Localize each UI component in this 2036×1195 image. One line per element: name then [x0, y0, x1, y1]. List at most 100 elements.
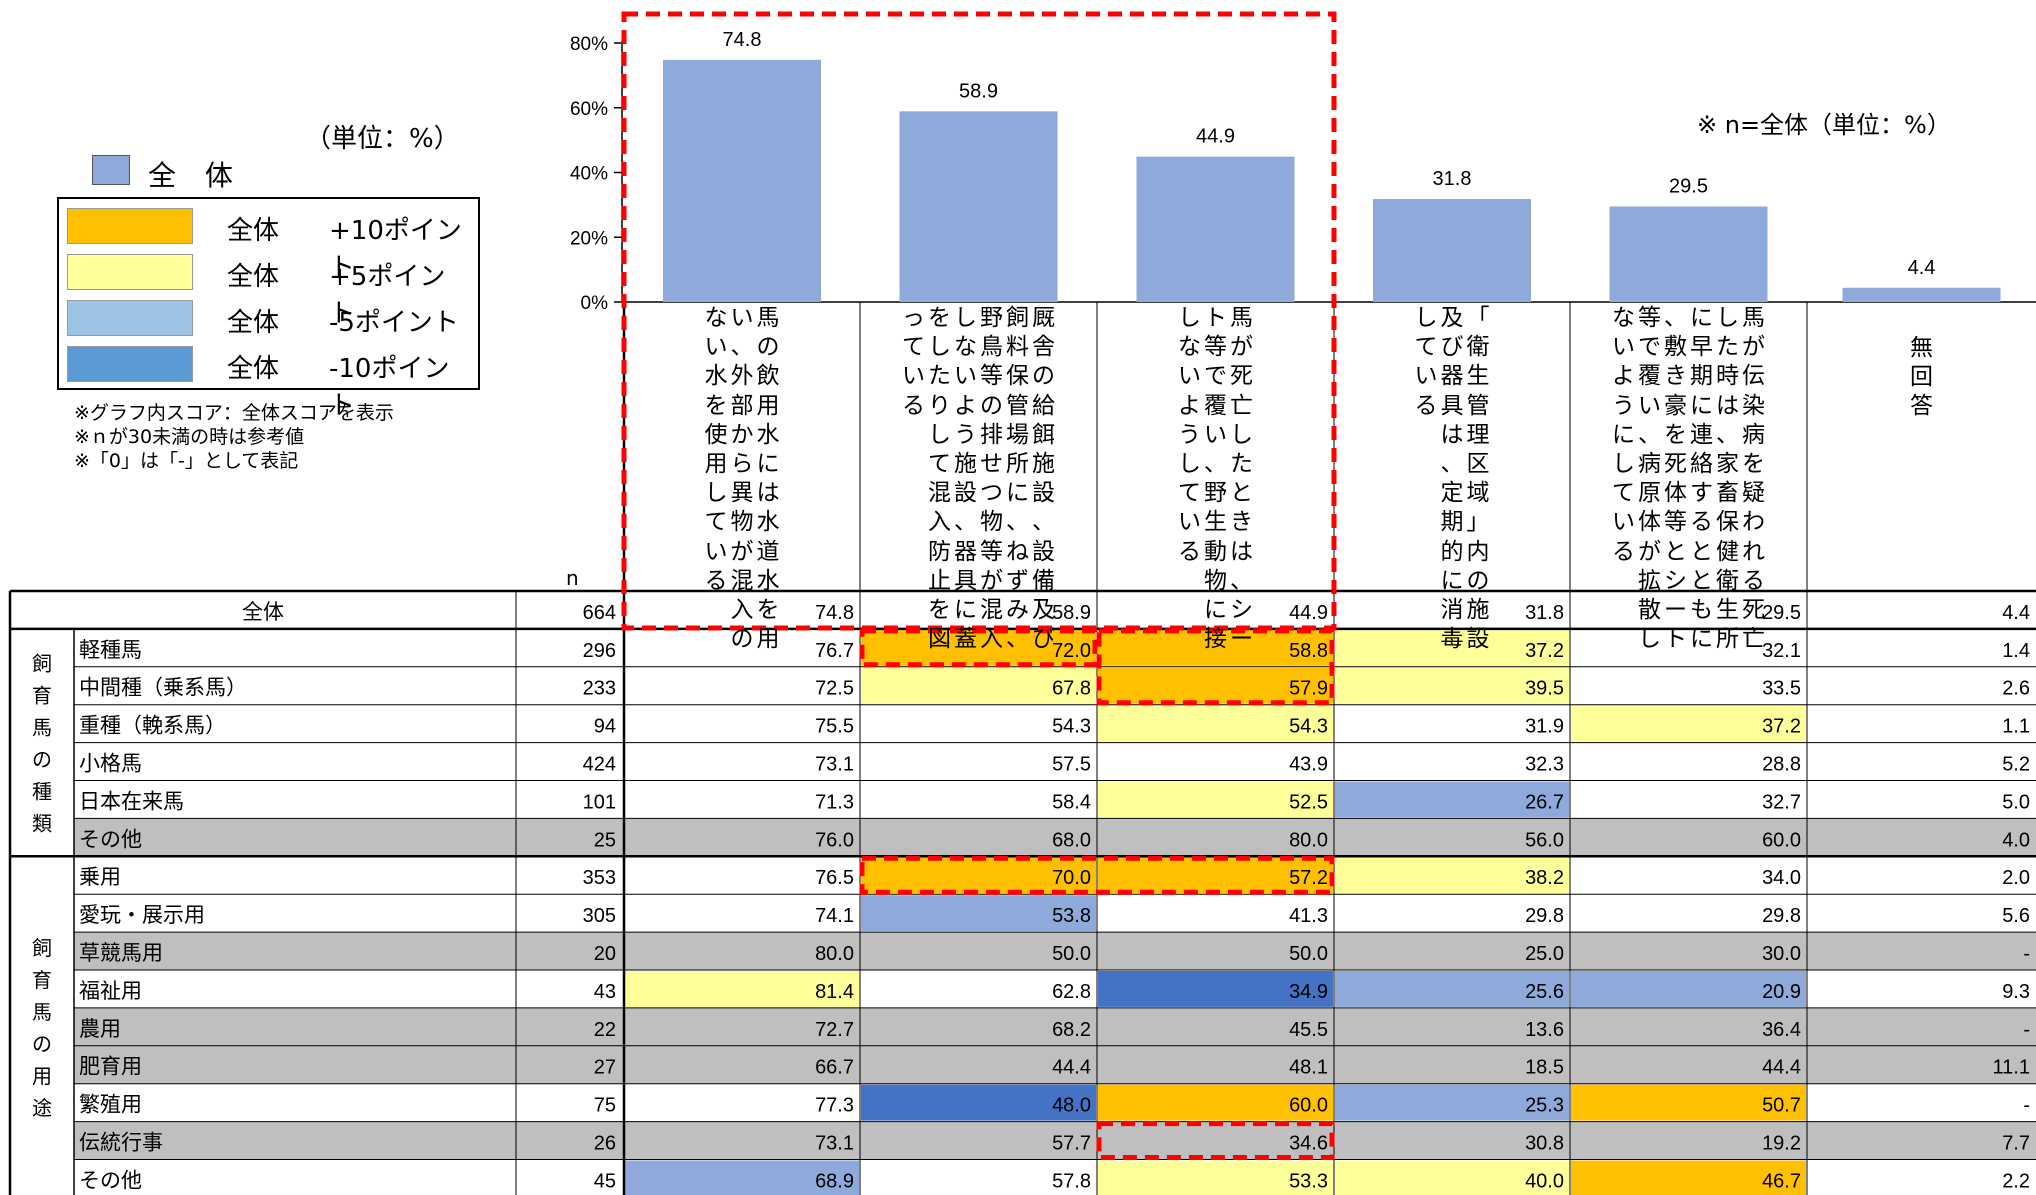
- cell-value: 2.2: [2002, 1170, 2030, 1192]
- category-label-char: 物: [730, 509, 754, 536]
- category-label-char: 等: [1664, 509, 1687, 536]
- cell-value: 77.3: [815, 1095, 854, 1117]
- category-label-char: に: [1204, 596, 1227, 623]
- row-label: 日本在来馬: [79, 790, 184, 813]
- cell-value: 4.0: [2002, 829, 2030, 851]
- category-label-char: て: [1178, 480, 1201, 507]
- category-label-column: 馬が死亡したときは、シー: [1229, 304, 1255, 652]
- category-label-char: い: [730, 305, 754, 331]
- category-label-char: な: [954, 334, 977, 361]
- legend-all-label: 全 体: [148, 159, 243, 192]
- cell-value: 73.1: [815, 754, 854, 776]
- category-label-char: い: [704, 334, 728, 361]
- bar: [1609, 206, 1768, 302]
- highlight-cell: [1335, 1084, 1569, 1121]
- cell-value: 18.5: [1525, 1057, 1564, 1079]
- category-label-char: 拡: [1638, 567, 1661, 594]
- category-label-char: し: [954, 305, 977, 331]
- cell-value: 57.9: [1289, 678, 1328, 700]
- category-label-char: 、: [1006, 626, 1029, 653]
- highlight-cell: [625, 971, 859, 1007]
- cell-value: -: [2023, 1095, 2030, 1117]
- category-label-char: 亡: [1230, 392, 1253, 419]
- category-label-char: す: [1690, 480, 1713, 507]
- category-label-char: 設: [1466, 626, 1490, 653]
- category-label-char: 道: [756, 538, 780, 565]
- group-label-char: の: [32, 750, 52, 772]
- category-label-char: は: [1716, 392, 1739, 419]
- group-label-char: 馬: [32, 1002, 52, 1024]
- category-label: 馬が伝染病を疑われる死亡した時は、家畜保健衛生所に早期に連絡するとともに、敷き豪…: [1574, 304, 1803, 652]
- highlight-cell: [1335, 781, 1569, 818]
- category-label-char: い: [902, 363, 925, 390]
- category-label-char: 期: [1690, 363, 1713, 390]
- category-label-char: な: [1178, 334, 1201, 361]
- legend-box: 全体 +10ポイント 全体 +5ポイント 全体 -5ポイント 全体 -10ポイン…: [57, 197, 480, 421]
- category-label-char: 消: [1440, 596, 1464, 623]
- category-label-char: て: [902, 334, 925, 361]
- category-label-char: 等: [1204, 334, 1227, 361]
- category-label-char: と: [1664, 538, 1687, 565]
- category-label-char: の: [980, 392, 1003, 419]
- category-label-char: ト: [1204, 305, 1227, 331]
- category-label-char: い: [1178, 509, 1201, 536]
- legend-swatch-p10: [67, 208, 193, 244]
- row-shade: [74, 1007, 2036, 1046]
- cell-value: 9.3: [2002, 981, 2030, 1003]
- row-label: 福祉用: [79, 980, 142, 1003]
- cell-value: 32.7: [1762, 791, 1801, 813]
- row-n: 26: [594, 1133, 616, 1155]
- row-label: その他: [79, 1169, 142, 1192]
- category-label-char: し: [1638, 626, 1661, 653]
- category-label-char: 止: [928, 567, 951, 594]
- row-label: 小格馬: [79, 753, 142, 776]
- category-label-char: 病: [1742, 421, 1765, 448]
- row-n: 22: [594, 1019, 616, 1041]
- group-label-char: 飼: [32, 653, 52, 676]
- cell-value: 60.0: [1762, 829, 1801, 851]
- cell-value: 36.4: [1762, 1019, 1801, 1041]
- category-label-char: い: [1612, 509, 1635, 536]
- cell-value: 26.7: [1525, 791, 1564, 813]
- category-label-char: に: [1440, 567, 1464, 594]
- category-label-char: 厩: [1032, 305, 1055, 331]
- bar: [1373, 199, 1531, 302]
- category-label-char: 野: [980, 305, 1003, 331]
- category-label-char: が: [730, 538, 754, 565]
- row-n: 43: [594, 981, 616, 1003]
- category-label-char: う: [954, 421, 977, 448]
- category-label-char: よ: [954, 392, 977, 419]
- row-label: 乗用: [79, 866, 121, 889]
- legend-swatch-m10: [67, 346, 193, 382]
- legend-item-m10: 全体 -10ポイント: [67, 344, 467, 421]
- category-label-char: の: [730, 626, 754, 653]
- category-label-char: 死: [1230, 363, 1253, 390]
- highlight-cell: [1098, 1084, 1333, 1121]
- category-label-char: た: [1230, 450, 1253, 477]
- category-label-column: 等で覆い、病原体が拡散し: [1637, 304, 1663, 652]
- cell-value: 54.3: [1289, 716, 1328, 738]
- cell-value: 11.1: [1993, 1057, 2030, 1079]
- category-label-char: 用: [756, 626, 780, 653]
- category-label-char: 等: [980, 538, 1003, 565]
- category-label-char: る: [1178, 538, 1201, 565]
- category-label-column: っている: [901, 304, 927, 587]
- row-label: 農用: [79, 1018, 121, 1041]
- category-label-char: 具: [954, 567, 977, 594]
- cell-value: 66.7: [815, 1057, 854, 1079]
- category-label-char: 、: [1716, 421, 1739, 448]
- category-label-char: も: [1690, 596, 1713, 623]
- category-label-char: 図: [928, 626, 951, 653]
- category-label: 馬が死亡したときは、シート等で覆い、野生動物に接しないようしている: [1101, 304, 1330, 652]
- cell-value: 28.8: [1762, 754, 1801, 776]
- category-label-char: が: [1638, 538, 1661, 565]
- bar: [1136, 156, 1295, 302]
- category-label-char: 生: [1204, 509, 1227, 536]
- cell-value: 72.7: [815, 1019, 854, 1041]
- category-label-char: シ: [1230, 596, 1253, 623]
- category-label-char: か: [730, 421, 754, 448]
- category-label-char: 時: [1716, 363, 1739, 390]
- cell-value: 72.0: [1052, 640, 1091, 662]
- category-label-char: と: [1690, 567, 1713, 594]
- cell-value: 40.0: [1525, 1170, 1564, 1192]
